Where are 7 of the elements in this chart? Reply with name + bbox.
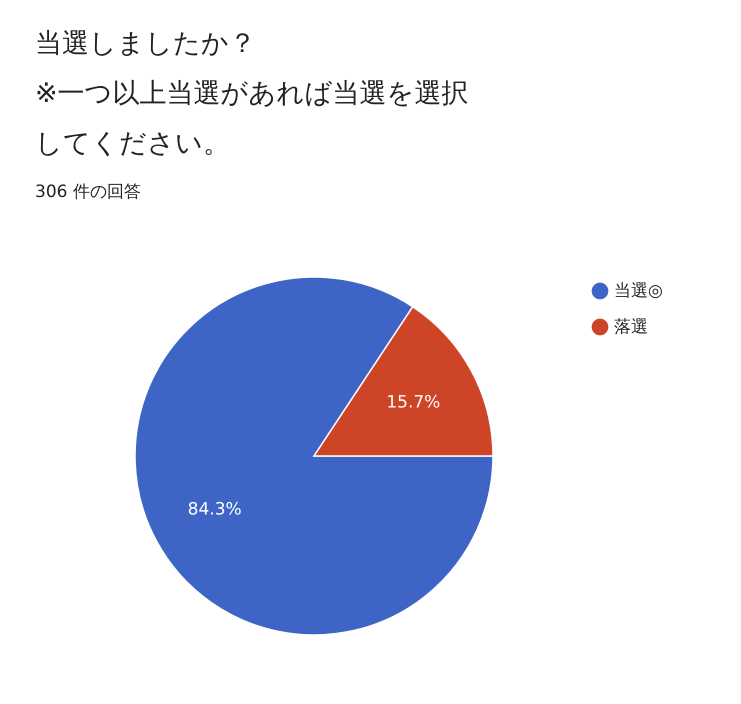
pie-slice [134, 276, 494, 636]
chart-title: 当選しましたか？※一つ以上当選があれば当選を選択してください。 [35, 28, 469, 159]
legend-label: 落選 [614, 317, 648, 337]
data-label: 84.3% [188, 499, 242, 520]
legend-label: 当選◎ [614, 281, 663, 301]
chart-subtitle: 306 件の回答 [35, 182, 141, 202]
data-label: 15.7% [386, 392, 440, 413]
